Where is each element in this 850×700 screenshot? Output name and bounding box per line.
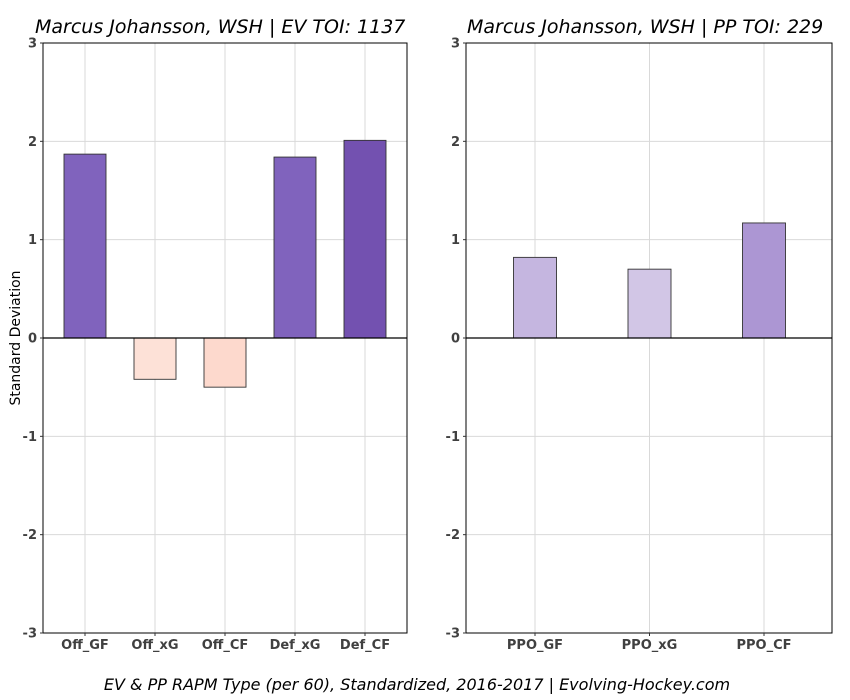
bar-off-gf <box>63 153 107 339</box>
x-tick-label: PPO_CF <box>736 638 791 653</box>
x-tick-label: Off_CF <box>202 638 249 653</box>
y-tick-label: 0 <box>28 332 37 347</box>
y-axis-label: Standard Deviation <box>8 270 24 405</box>
x-tick-label: Off_xG <box>131 638 178 653</box>
bar-def-xg <box>273 156 317 339</box>
pp-panel: Marcus Johansson, WSH | PP TOI: 229 -3 -2 -… <box>446 16 833 653</box>
y-tick-label: -2 <box>23 528 37 543</box>
x-tick-label: Off_GF <box>61 638 109 653</box>
panel-title: Marcus Johansson, WSH | EV TOI: 1137 <box>35 16 405 38</box>
y-tick-label: -1 <box>23 430 37 445</box>
x-tick-label: PPO_xG <box>622 638 678 653</box>
y-tick-label: -3 <box>23 627 37 642</box>
y-tick-label: 0 <box>451 332 460 347</box>
y-tick-label: 2 <box>28 135 37 150</box>
bar-off-xg <box>133 337 177 380</box>
y-tick-label: 1 <box>28 233 37 248</box>
y-tick-label: -3 <box>446 627 460 642</box>
y-tick-label: 3 <box>451 37 460 52</box>
bar-def-cf <box>343 139 387 339</box>
bar-ppo-cf <box>742 222 786 339</box>
y-tick-label: 3 <box>28 37 37 52</box>
chart-caption: EV & PP RAPM Type (per 60), Standardized… <box>104 675 730 694</box>
y-tick-label: 1 <box>451 233 460 248</box>
x-tick-label: PPO_GF <box>507 638 563 653</box>
y-tick-label: 2 <box>451 135 460 150</box>
x-tick-label: Def_xG <box>270 638 321 653</box>
x-tick-label: Def_CF <box>340 638 390 653</box>
bar-ppo-gf <box>513 256 557 339</box>
bar-off-cf <box>203 337 247 388</box>
bar-ppo-xg <box>627 268 672 339</box>
y-tick-label: -1 <box>446 430 460 445</box>
y-tick-label: -2 <box>446 528 460 543</box>
panel-title: Marcus Johansson, WSH | PP TOI: 229 <box>467 16 823 38</box>
ev-panel: Marcus Johansson, WSH | EV TOI: 1137 -3 -2… <box>23 16 408 653</box>
